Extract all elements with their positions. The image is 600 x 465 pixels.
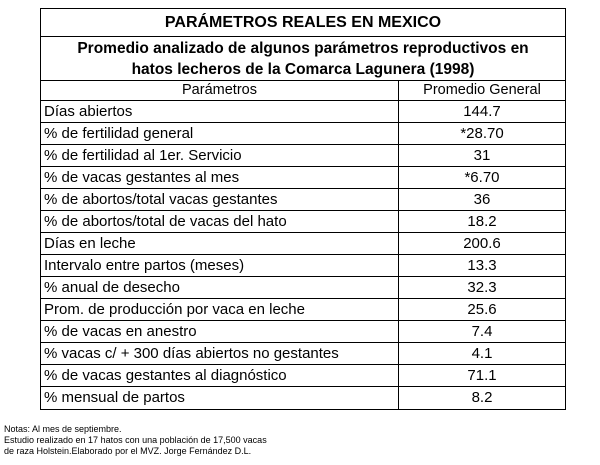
table-header-row: Parámetros Promedio General xyxy=(41,81,565,101)
footnote-line-2: Estudio realizado en 17 hatos con una po… xyxy=(4,435,267,445)
table-row: Prom. de producción por vaca en leche 25.… xyxy=(41,299,565,321)
parameter-cell: % de abortos/total vacas gestantes xyxy=(41,189,399,210)
value-cell: 144.7 xyxy=(463,103,501,120)
parameters-table: PARÁMETROS REALES EN MEXICO Promedio ana… xyxy=(40,8,566,410)
table-row: % de abortos/total de vacas del hato 18.2 xyxy=(41,211,565,233)
value-cell: 7.4 xyxy=(471,323,493,340)
parameter-cell: % de abortos/total de vacas del hato xyxy=(41,211,399,232)
table-title: PARÁMETROS REALES EN MEXICO xyxy=(41,9,565,37)
parameter-cell: % mensual de partos xyxy=(41,387,399,409)
column-header-parameters: Parámetros xyxy=(41,81,399,100)
table-row: % anual de desecho 32.3 xyxy=(41,277,565,299)
parameter-cell: Intervalo entre partos (meses) xyxy=(41,255,399,276)
parameter-cell: % de fertilidad al 1er. Servicio xyxy=(41,145,399,166)
table-row: % de vacas gestantes al diagnóstico 71.1 xyxy=(41,365,565,387)
parameter-cell: % vacas c/ + 300 días abiertos no gestan… xyxy=(41,343,399,364)
footnote-line-1: Notas: Al mes de septiembre. xyxy=(4,424,122,434)
table-row: % mensual de partos 8.2 xyxy=(41,387,565,409)
value-cell: 31 xyxy=(473,147,491,164)
table-body: Días abiertos 144.7 % de fertilidad genera… xyxy=(41,101,565,409)
value-cell: 18.2 xyxy=(467,213,497,230)
value-cell: 13.3 xyxy=(467,257,497,274)
value-cell: 36 xyxy=(473,191,491,208)
table-row: % vacas c/ + 300 días abiertos no gestan… xyxy=(41,343,565,365)
value-cell: 32.3 xyxy=(467,279,497,296)
table-subtitle-line-2: hatos lecheros de la Comarca Lagunera (1… xyxy=(131,61,475,78)
column-header-average: Promedio General xyxy=(423,82,541,98)
table-row: % de vacas en anestro 7.4 xyxy=(41,321,565,343)
parameter-cell: Prom. de producción por vaca en leche xyxy=(41,299,399,320)
parameter-cell: Días en leche xyxy=(41,233,399,254)
table-row: Días abiertos 144.7 xyxy=(41,101,565,123)
table-row: % de fertilidad al 1er. Servicio 31 xyxy=(41,145,565,167)
parameter-cell: % de vacas gestantes al diagnóstico xyxy=(41,365,399,386)
value-cell: 25.6 xyxy=(467,301,497,318)
table-row: Intervalo entre partos (meses) 13.3 xyxy=(41,255,565,277)
parameter-cell: % de vacas en anestro xyxy=(41,321,399,342)
value-cell: 71.1 xyxy=(467,367,497,384)
value-cell: 8.2 xyxy=(471,389,493,406)
value-cell: 200.6 xyxy=(463,235,501,252)
table-row: % de abortos/total vacas gestantes 36 xyxy=(41,189,565,211)
value-cell: 4.1 xyxy=(471,345,493,362)
table-row: Días en leche 200.6 xyxy=(41,233,565,255)
value-cell: *28.70 xyxy=(460,125,504,142)
parameter-cell: % de fertilidad general xyxy=(41,123,399,144)
table-subtitle-line-1: Promedio analizado de algunos parámetros… xyxy=(77,40,529,57)
value-cell: *6.70 xyxy=(464,169,500,186)
footnote-line-3: de raza Holstein.Elaborado por el MVZ. J… xyxy=(4,446,252,456)
table-row: % de vacas gestantes al mes *6.70 xyxy=(41,167,565,189)
footnotes: Notas: Al mes de septiembre. Estudio rea… xyxy=(4,424,267,457)
table-subtitle: Promedio analizado de algunos parámetros… xyxy=(41,37,565,81)
parameter-cell: Días abiertos xyxy=(41,101,399,122)
table-row: % de fertilidad general *28.70 xyxy=(41,123,565,145)
parameter-cell: % de vacas gestantes al mes xyxy=(41,167,399,188)
parameter-cell: % anual de desecho xyxy=(41,277,399,298)
